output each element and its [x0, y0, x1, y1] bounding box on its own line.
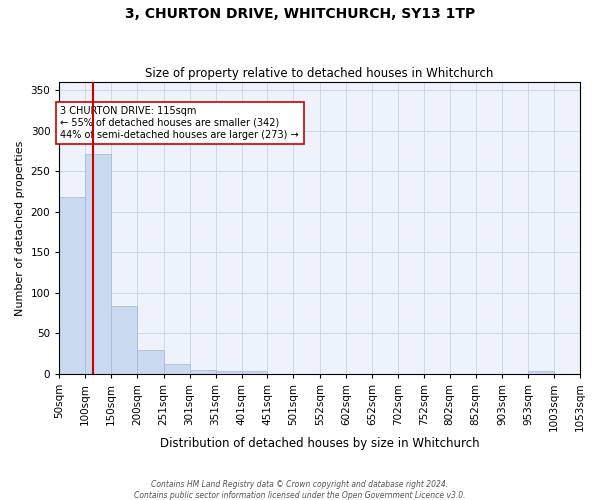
- Bar: [215, 370, 242, 374]
- Bar: [164, 364, 190, 374]
- Bar: [528, 372, 554, 374]
- Bar: [190, 370, 215, 374]
- Bar: [137, 350, 164, 374]
- Bar: [59, 197, 85, 374]
- Bar: [111, 306, 137, 374]
- Y-axis label: Number of detached properties: Number of detached properties: [15, 140, 25, 316]
- Text: 3 CHURTON DRIVE: 115sqm
← 55% of detached houses are smaller (342)
44% of semi-d: 3 CHURTON DRIVE: 115sqm ← 55% of detache…: [61, 106, 299, 140]
- Bar: [85, 154, 111, 374]
- Bar: [242, 370, 268, 374]
- Text: Contains HM Land Registry data © Crown copyright and database right 2024.
Contai: Contains HM Land Registry data © Crown c…: [134, 480, 466, 500]
- Title: Size of property relative to detached houses in Whitchurch: Size of property relative to detached ho…: [145, 66, 494, 80]
- Text: 3, CHURTON DRIVE, WHITCHURCH, SY13 1TP: 3, CHURTON DRIVE, WHITCHURCH, SY13 1TP: [125, 8, 475, 22]
- X-axis label: Distribution of detached houses by size in Whitchurch: Distribution of detached houses by size …: [160, 437, 479, 450]
